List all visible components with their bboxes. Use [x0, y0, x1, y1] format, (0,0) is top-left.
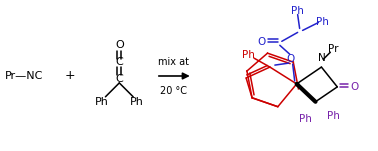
- Text: Pr—NC: Pr—NC: [5, 71, 43, 81]
- Text: +: +: [65, 69, 75, 82]
- Text: Ph: Ph: [327, 111, 340, 121]
- Text: Ph: Ph: [130, 97, 144, 107]
- Text: Ph: Ph: [242, 50, 254, 60]
- Text: mix at: mix at: [158, 57, 189, 67]
- Text: Ph: Ph: [316, 18, 329, 27]
- Text: O: O: [287, 54, 295, 64]
- Text: C: C: [115, 74, 123, 84]
- Text: O: O: [350, 82, 358, 92]
- Text: Pr: Pr: [328, 44, 339, 54]
- Text: 20 °C: 20 °C: [160, 86, 187, 96]
- Text: C: C: [115, 57, 123, 67]
- Text: Ph: Ph: [299, 114, 312, 124]
- Text: N: N: [318, 53, 325, 63]
- Text: Ph: Ph: [94, 97, 108, 107]
- Text: Ph: Ph: [291, 6, 304, 16]
- Text: O: O: [115, 40, 124, 50]
- Text: O: O: [258, 37, 266, 47]
